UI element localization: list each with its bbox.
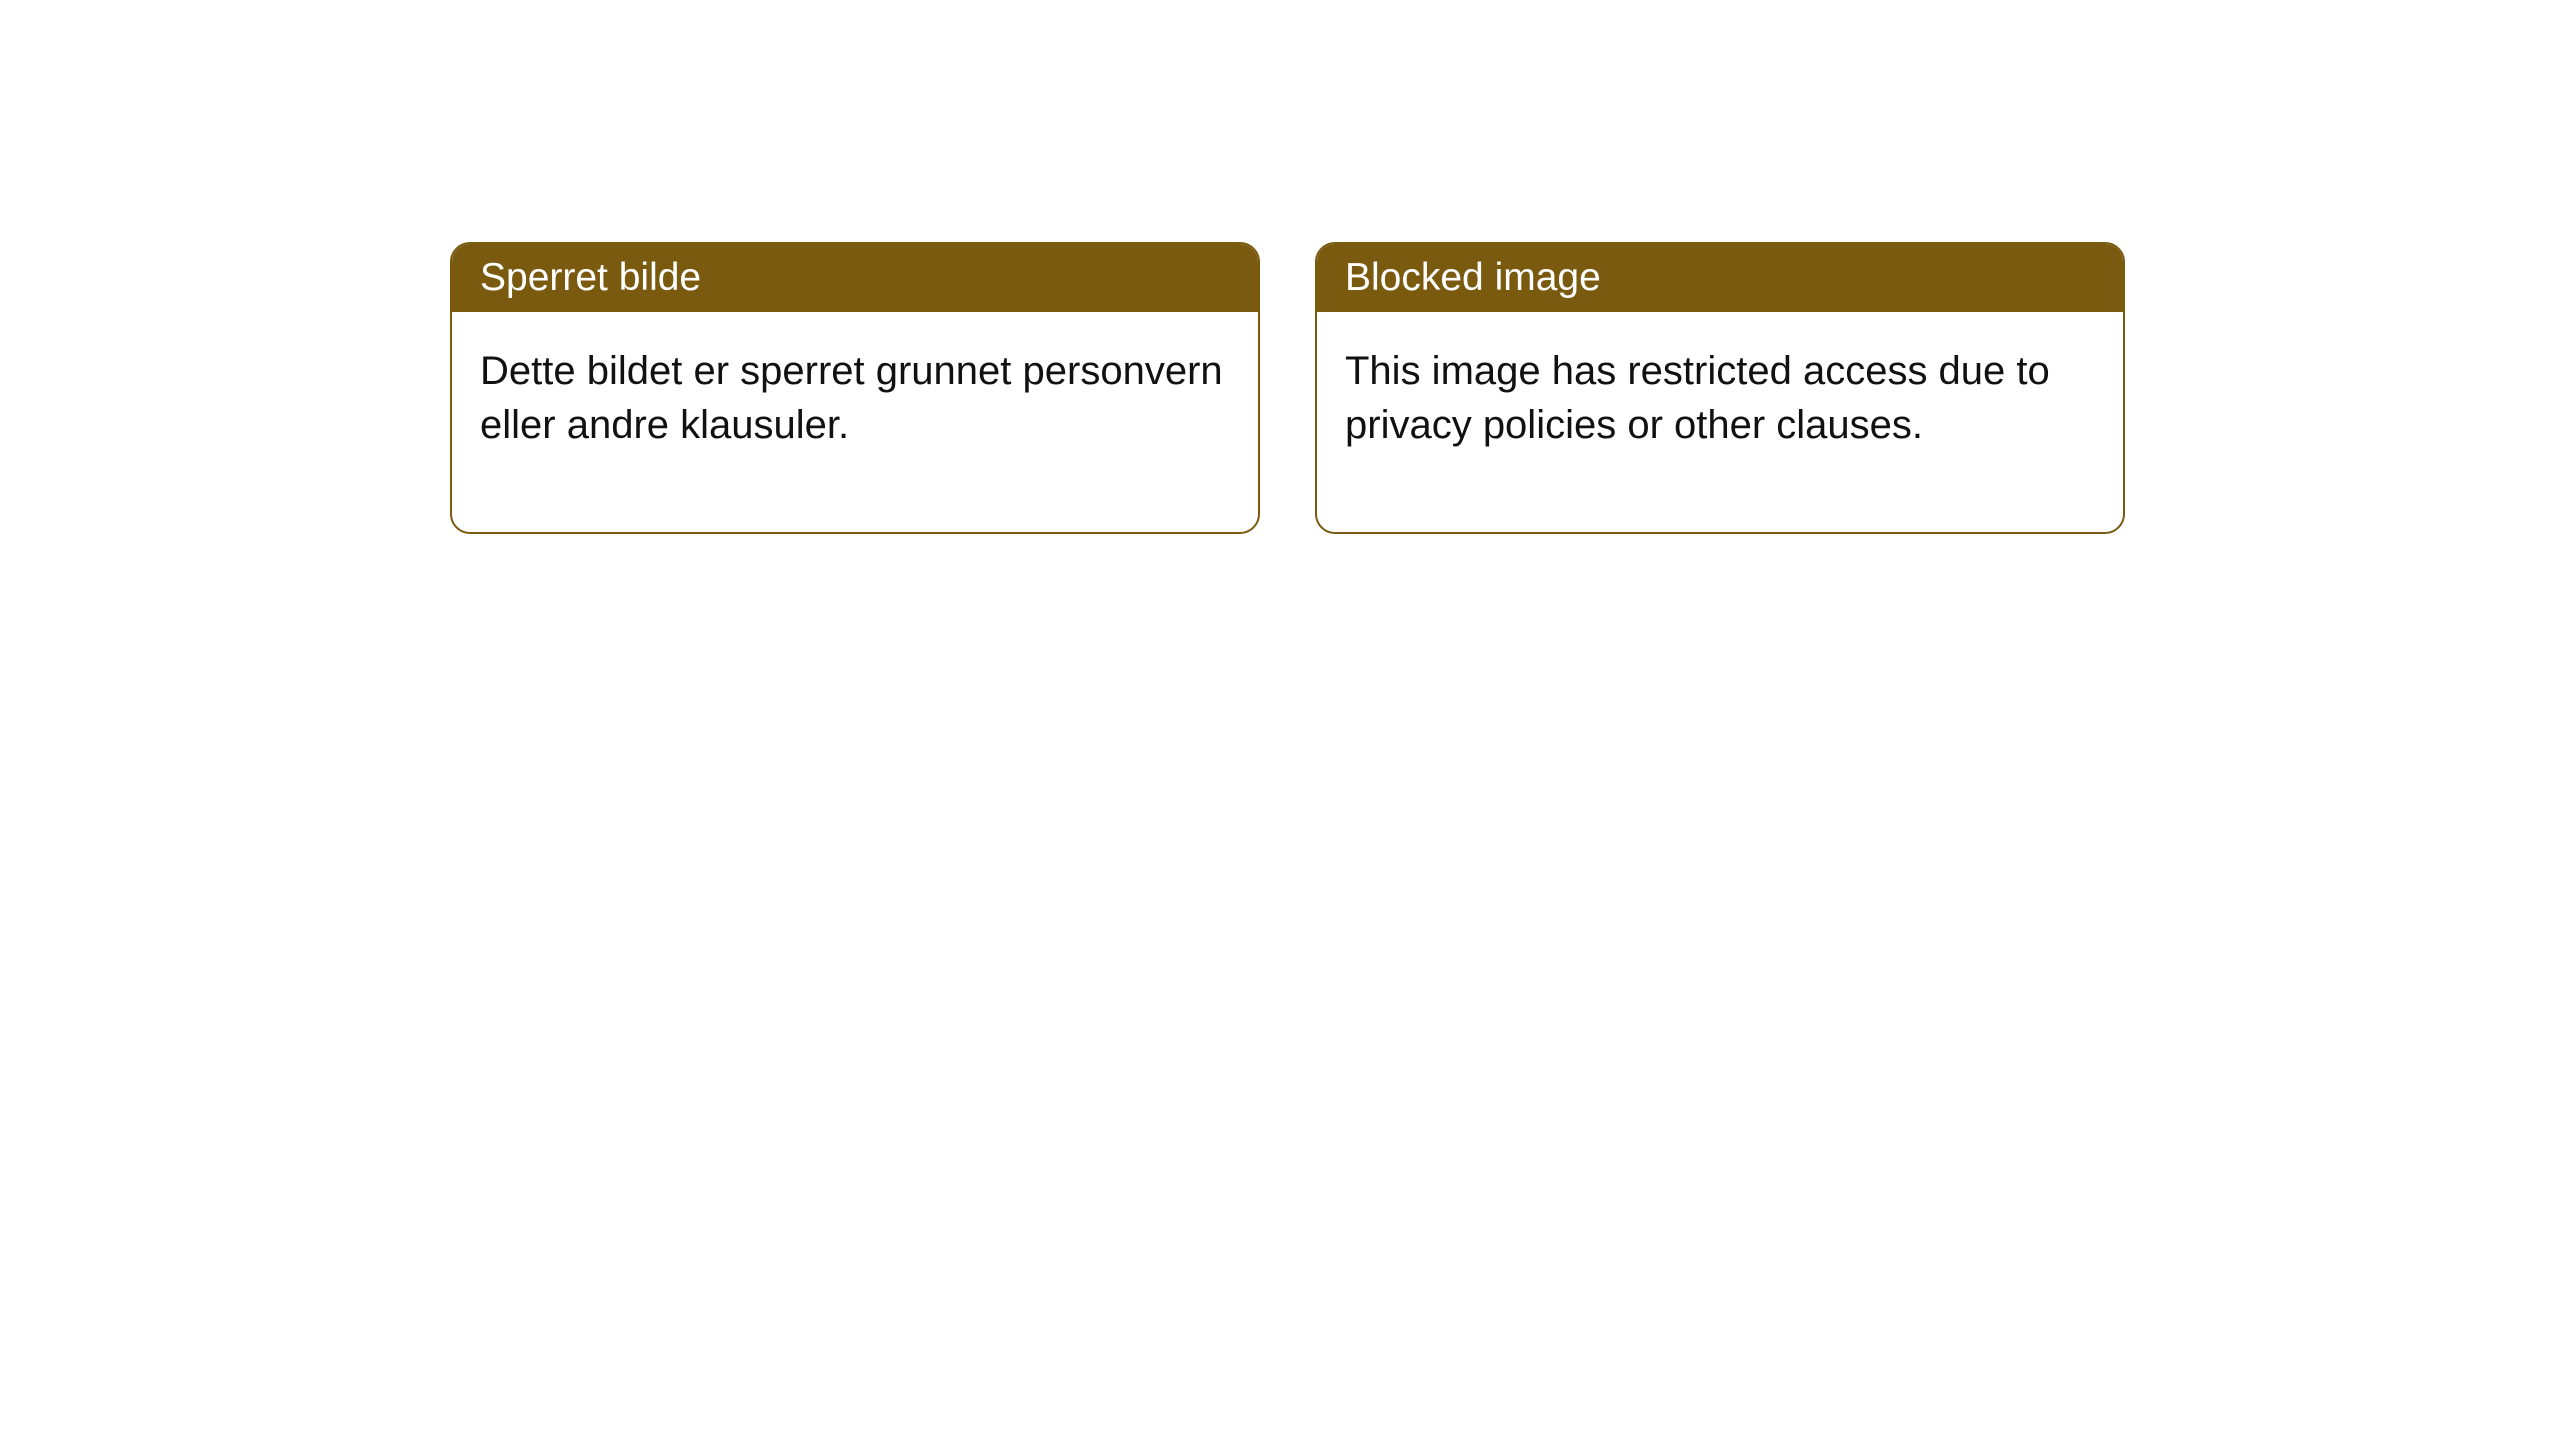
notice-body: This image has restricted access due to … [1317, 312, 2123, 532]
notice-header: Sperret bilde [452, 244, 1258, 312]
notice-body: Dette bildet er sperret grunnet personve… [452, 312, 1258, 532]
notice-header: Blocked image [1317, 244, 2123, 312]
notice-card-english: Blocked image This image has restricted … [1315, 242, 2125, 534]
notice-card-norwegian: Sperret bilde Dette bildet er sperret gr… [450, 242, 1260, 534]
notice-container: Sperret bilde Dette bildet er sperret gr… [0, 0, 2560, 534]
